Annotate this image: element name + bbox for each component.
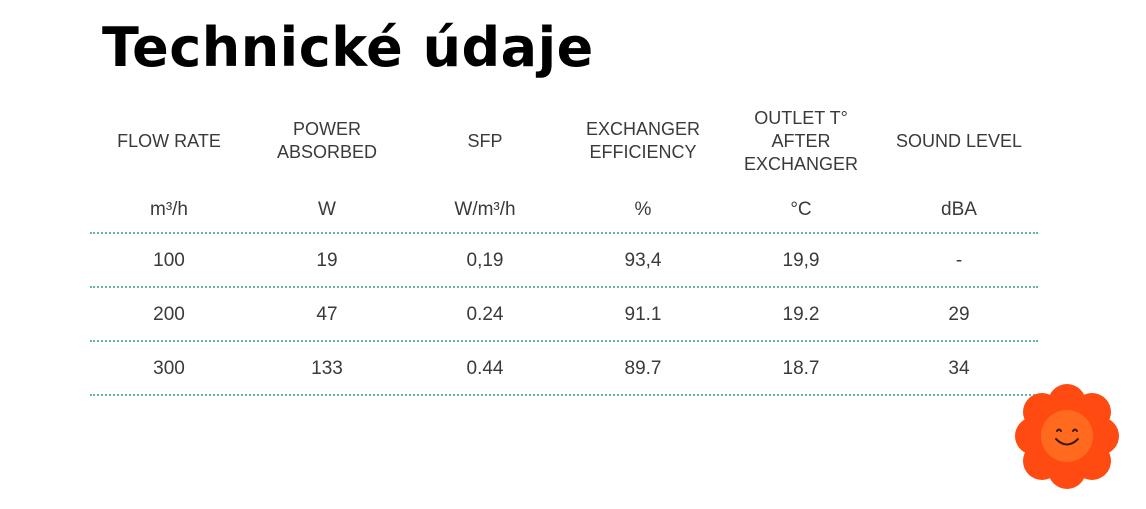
unit-efficiency: %: [634, 198, 652, 220]
left-eye: [1056, 428, 1062, 432]
unit-flow-rate: m³/h: [150, 198, 188, 220]
table-units-row: m³/h W W/m³/h % °C dBA: [90, 186, 1038, 232]
cell-temperature: 18.7: [782, 357, 820, 379]
cell-efficiency: 89.7: [624, 357, 662, 379]
flower-face: [1055, 428, 1079, 446]
header-outlet-temperature: OUTLET T° AFTER EXCHANGER: [743, 107, 859, 174]
unit-sound-level: dBA: [941, 198, 977, 220]
table-row: 200 47 0.24 91.1 19.2 29: [90, 286, 1038, 340]
header-flow-rate: FLOW RATE: [117, 130, 221, 151]
smiling-flower-icon: [1015, 384, 1119, 489]
cell-efficiency: 91.1: [624, 303, 662, 325]
smile: [1055, 438, 1079, 446]
cell-sound-level: 34: [948, 357, 970, 379]
header-sound-level: SOUND LEVEL: [895, 130, 1023, 151]
unit-power: W: [318, 198, 336, 220]
table-row: 100 19 0,19 93,4 19,9 -: [90, 232, 1038, 286]
cell-efficiency: 93,4: [624, 249, 662, 271]
header-exchanger-efficiency: EXCHANGER EFFICIENCY: [585, 119, 701, 162]
cell-flow-rate: 300: [153, 357, 185, 379]
header-sfp: SFP: [467, 130, 503, 151]
header-power-absorbed: POWER ABSORBED: [276, 119, 378, 162]
cell-temperature: 19.2: [782, 303, 820, 325]
page-title: Technické údaje: [102, 16, 594, 79]
cell-sfp: 0.44: [466, 357, 504, 379]
cell-sound-level: -: [955, 249, 963, 271]
cell-flow-rate: 100: [153, 249, 185, 271]
cell-temperature: 19,9: [782, 249, 820, 271]
cell-power: 19: [316, 249, 338, 271]
flower-center: [1041, 410, 1093, 462]
unit-sfp: W/m³/h: [454, 198, 516, 220]
spec-table: FLOW RATE POWER ABSORBED SFP EXCHANGER E…: [90, 96, 1038, 396]
cell-power: 47: [316, 303, 338, 325]
cell-sound-level: 29: [948, 303, 970, 325]
cell-sfp: 0.24: [466, 303, 504, 325]
cell-flow-rate: 200: [153, 303, 185, 325]
cell-power: 133: [311, 357, 343, 379]
cell-sfp: 0,19: [466, 249, 504, 271]
right-eye: [1072, 428, 1078, 432]
unit-temperature: °C: [790, 198, 812, 220]
table-header-row: FLOW RATE POWER ABSORBED SFP EXCHANGER E…: [90, 96, 1038, 186]
table-row: 300 133 0.44 89.7 18.7 34: [90, 340, 1038, 396]
